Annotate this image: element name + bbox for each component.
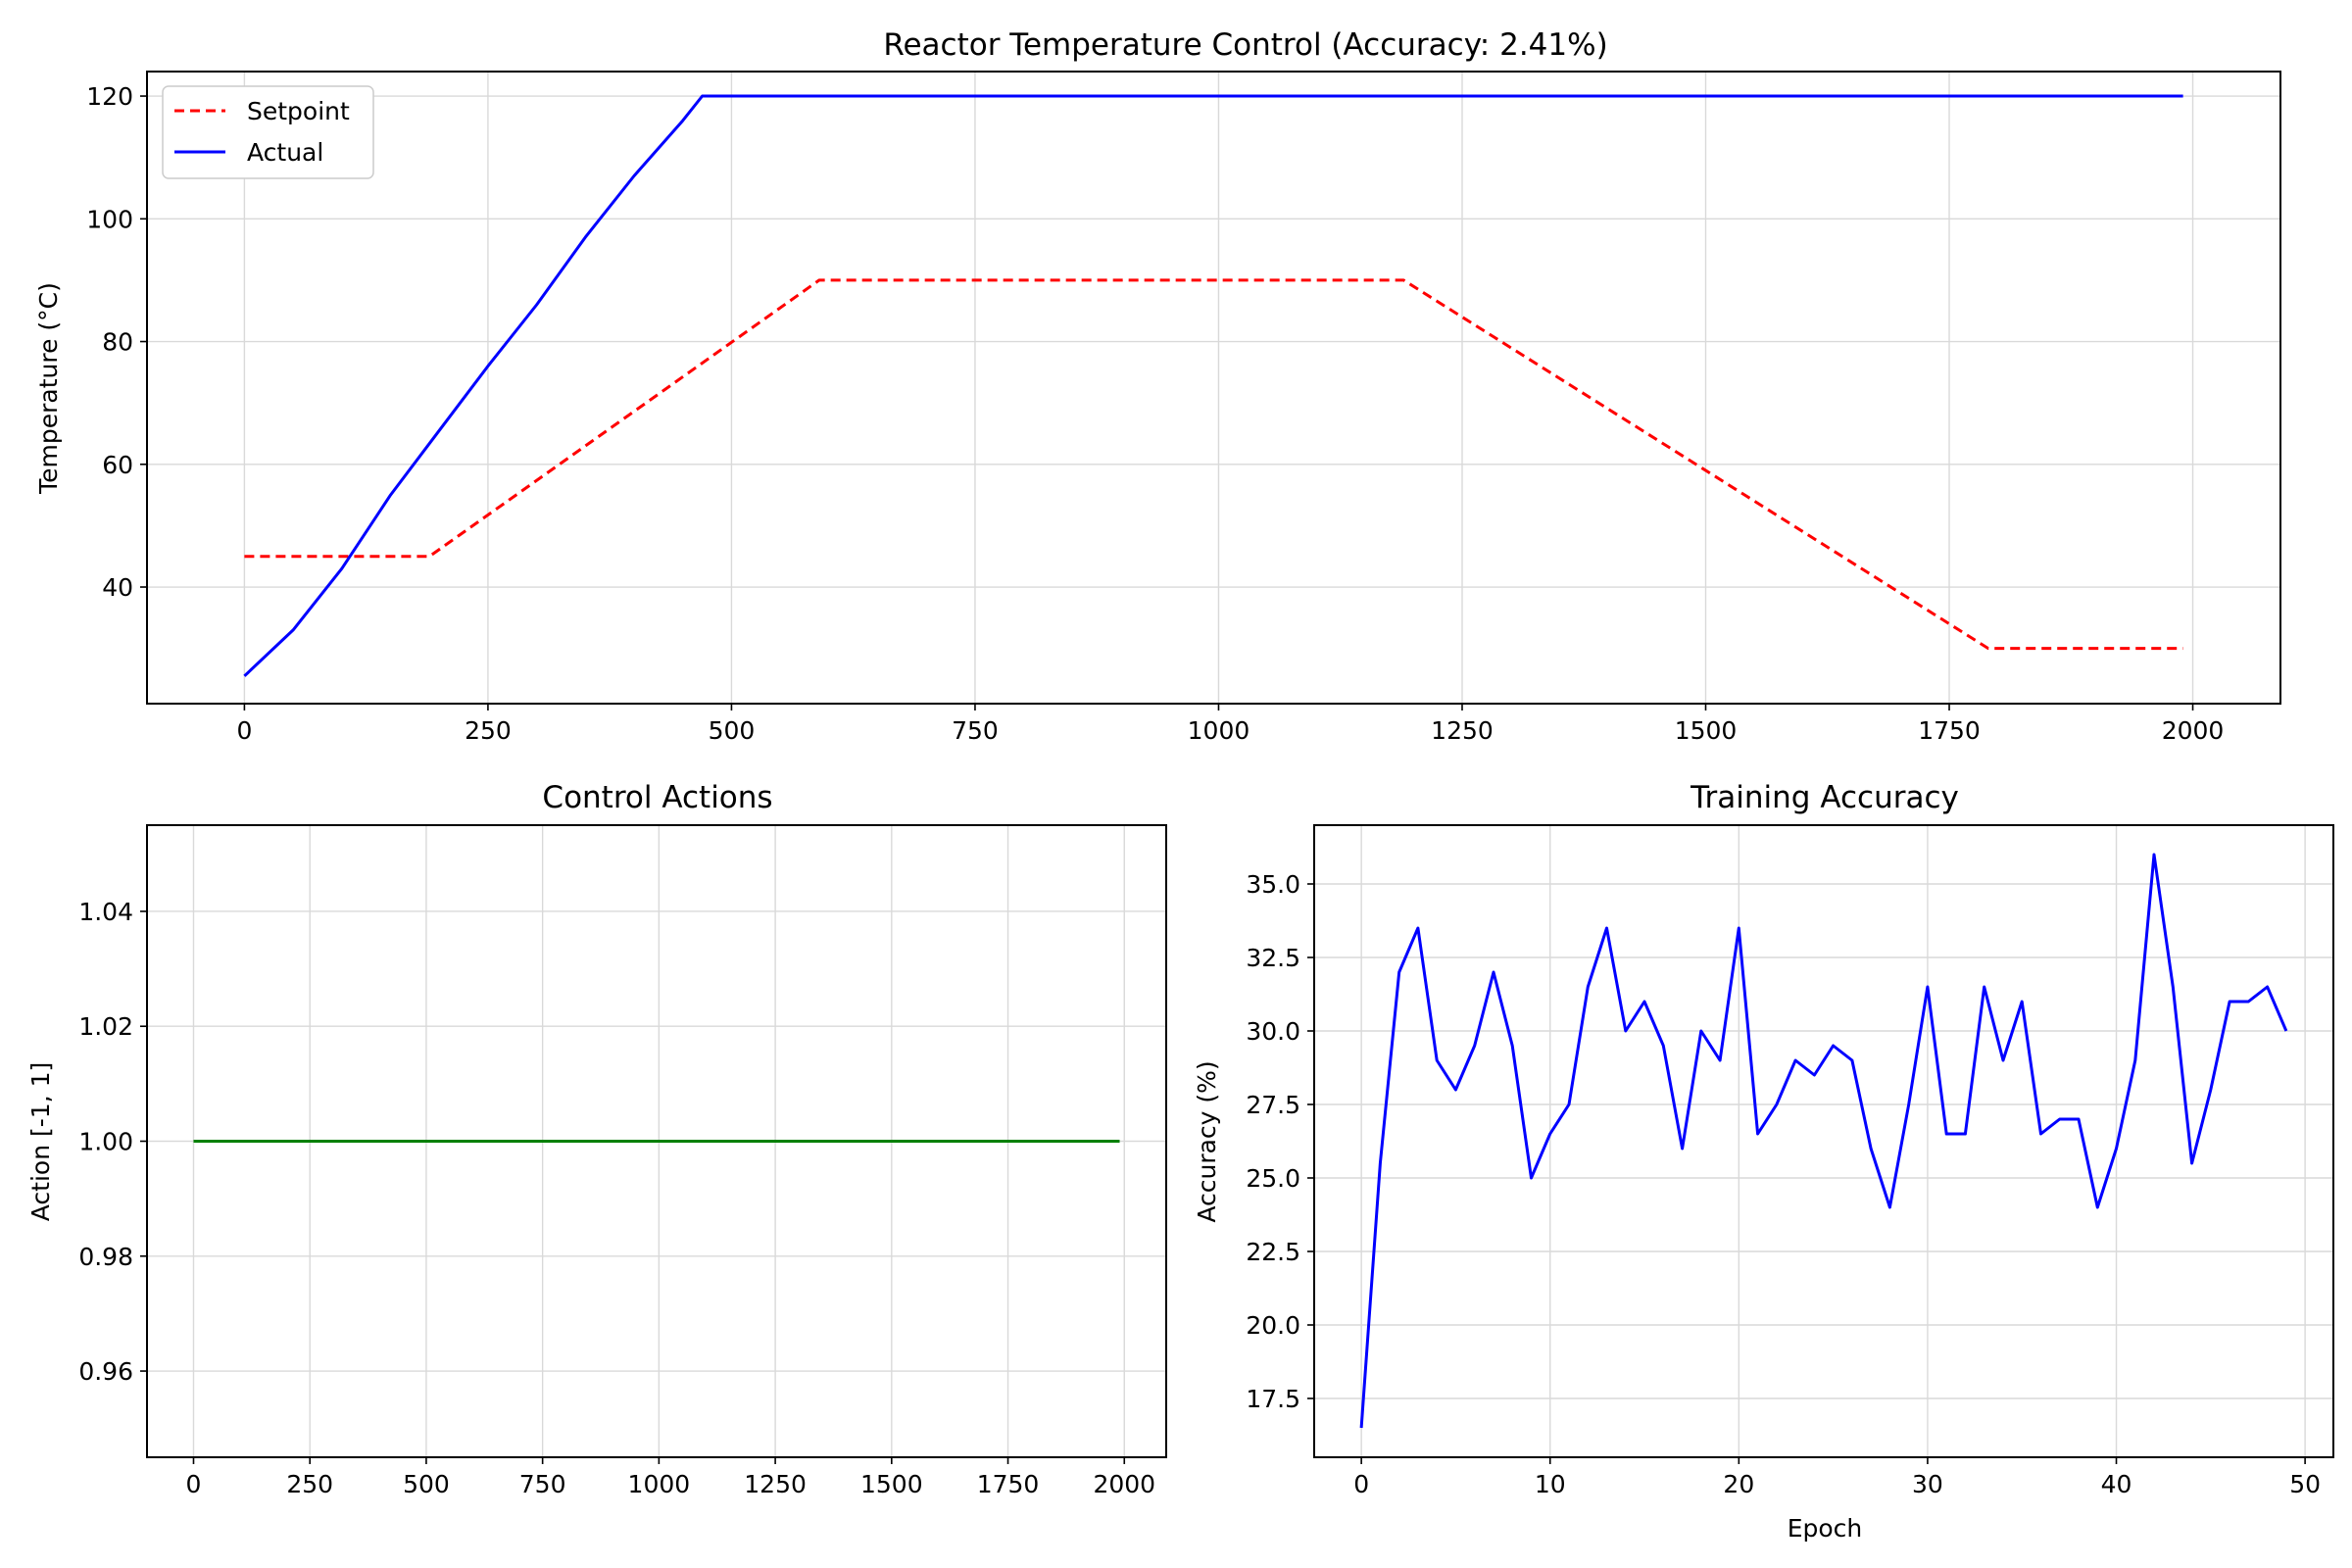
control-actions-x-tick-label: 1500 bbox=[860, 1470, 923, 1498]
temperature-chart-title: Reactor Temperature Control (Accuracy: 2… bbox=[883, 27, 1607, 63]
control-actions-x-tick-label: 0 bbox=[186, 1470, 202, 1498]
temperature-y-tick-label: 60 bbox=[102, 451, 133, 479]
training-accuracy-chart: Training Accuracy 0 10 20 30 40 50 17.5 20.0 22.… bbox=[1193, 780, 2334, 1543]
temperature-x-tick-label: 0 bbox=[236, 716, 252, 745]
temperature-x-tick-label: 2000 bbox=[2162, 716, 2225, 745]
temperature-x-tick-label: 1500 bbox=[1675, 716, 1738, 745]
temperature-x-tick-label: 1000 bbox=[1188, 716, 1250, 745]
temperature-y-tick-label: 40 bbox=[102, 573, 133, 602]
control-actions-y-tick-label: 1.02 bbox=[78, 1012, 133, 1041]
training-accuracy-x-tick-label: 20 bbox=[1723, 1470, 1754, 1498]
control-actions-x-tick-label: 2000 bbox=[1093, 1470, 1155, 1498]
training-accuracy-y-tick-label: 17.5 bbox=[1246, 1385, 1300, 1413]
training-accuracy-y-tick-label: 35.0 bbox=[1246, 870, 1300, 899]
control-actions-x-tick-label: 1750 bbox=[977, 1470, 1040, 1498]
temperature-y-tick-label: 80 bbox=[102, 328, 133, 357]
training-accuracy-y-tick-label: 32.5 bbox=[1246, 944, 1300, 972]
training-accuracy-y-tick-label: 27.5 bbox=[1246, 1091, 1300, 1119]
training-accuracy-y-tick-label: 25.0 bbox=[1246, 1164, 1300, 1193]
temperature-x-tick-label: 500 bbox=[709, 716, 756, 745]
training-accuracy-y-tick-label: 30.0 bbox=[1246, 1017, 1300, 1046]
control-actions-y-tick-label: 1.00 bbox=[78, 1128, 133, 1156]
training-accuracy-x-tick-label: 30 bbox=[1912, 1470, 1943, 1498]
temperature-x-tick-label: 250 bbox=[465, 716, 512, 745]
control-actions-x-tick-label: 1000 bbox=[628, 1470, 691, 1498]
temperature-y-tick-label: 120 bbox=[86, 82, 133, 111]
legend-setpoint-label: Setpoint bbox=[247, 97, 350, 125]
temperature-x-tick-label: 750 bbox=[952, 716, 999, 745]
training-accuracy-frame bbox=[1313, 824, 2334, 1458]
temperature-series-line-actual bbox=[243, 94, 2183, 677]
control-actions-y-tick-label: 1.04 bbox=[78, 898, 133, 926]
control-actions-x-tick-label: 750 bbox=[519, 1470, 566, 1498]
control-actions-x-tick-label: 1250 bbox=[744, 1470, 807, 1498]
temperature-x-tick-label: 1750 bbox=[1918, 716, 1981, 745]
training-accuracy-title: Training Accuracy bbox=[1690, 780, 1959, 815]
temperature-chart-frame bbox=[146, 71, 2281, 705]
temperature-x-tick-label: 1250 bbox=[1431, 716, 1494, 745]
legend-actual-label: Actual bbox=[247, 138, 323, 167]
training-accuracy-x-tick-label: 0 bbox=[1353, 1470, 1369, 1498]
training-accuracy-x-tick-label: 50 bbox=[2289, 1470, 2321, 1498]
control-actions-y-tick-label: 0.98 bbox=[78, 1243, 133, 1271]
temperature-legend: Setpoint Actual bbox=[162, 85, 374, 179]
control-actions-y-axis-label: Action [-1, 1] bbox=[26, 1062, 55, 1221]
temperature-y-axis-label: Temperature (°C) bbox=[34, 282, 63, 495]
training-accuracy-x-tick-label: 10 bbox=[1535, 1470, 1566, 1498]
temperature-chart: Reactor Temperature Control (Accuracy: 2… bbox=[34, 27, 2281, 745]
training-accuracy-x-tick-label: 40 bbox=[2101, 1470, 2132, 1498]
training-accuracy-y-axis-label: Accuracy (%) bbox=[1193, 1060, 1221, 1222]
training-accuracy-x-axis-label: Epoch bbox=[1788, 1514, 1863, 1543]
control-actions-x-tick-label: 500 bbox=[403, 1470, 450, 1498]
training-accuracy-series-line-0 bbox=[1359, 853, 2288, 1429]
control-actions-x-tick-label: 250 bbox=[286, 1470, 333, 1498]
control-actions-title: Control Actions bbox=[542, 780, 772, 815]
temperature-y-tick-label: 100 bbox=[86, 205, 133, 233]
training-accuracy-y-tick-label: 22.5 bbox=[1246, 1238, 1300, 1266]
control-actions-chart: Control Actions 0 250 500 750 1000 1250 1500 17… bbox=[26, 780, 1167, 1498]
control-actions-y-tick-label: 0.96 bbox=[78, 1357, 133, 1386]
training-accuracy-y-tick-label: 20.0 bbox=[1246, 1311, 1300, 1340]
